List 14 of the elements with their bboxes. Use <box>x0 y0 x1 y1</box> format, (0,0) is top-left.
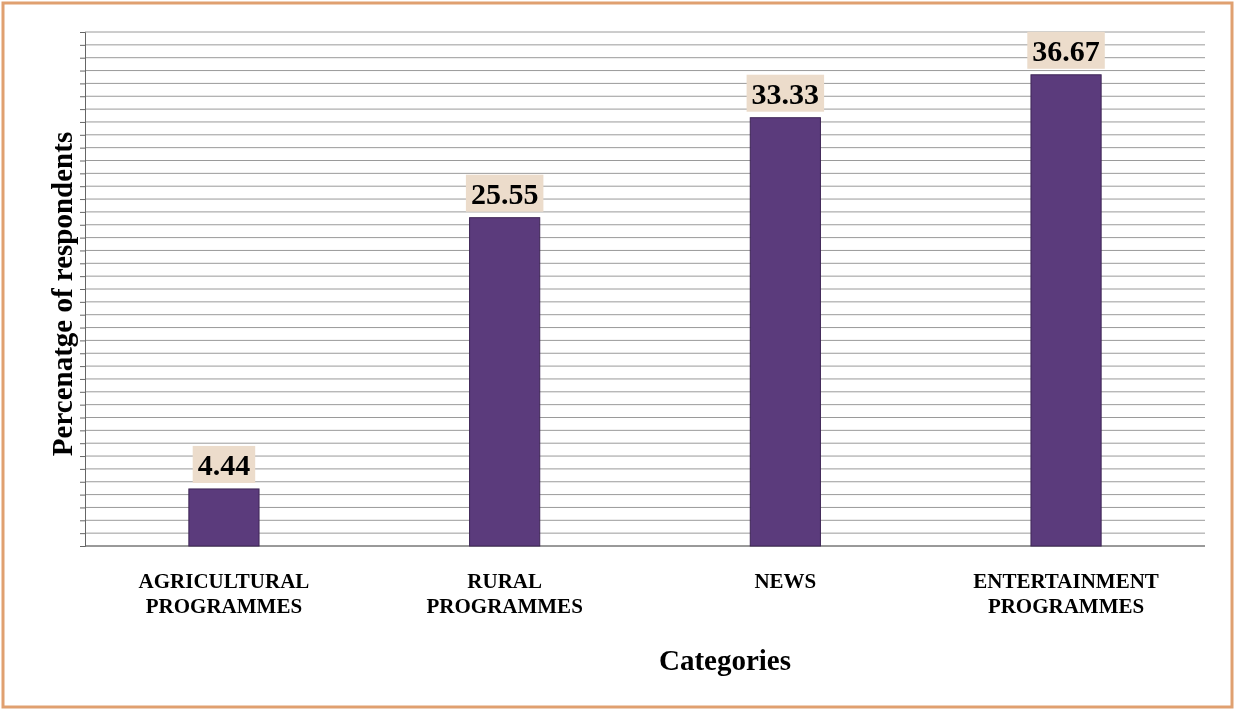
x-tick-label: AGRICULTURAL PROGRAMMES <box>138 569 310 619</box>
data-label: 25.55 <box>470 176 539 210</box>
x-tick-label: RURAL PROGRAMMES <box>426 569 583 619</box>
x-tick-label: NEWS <box>754 569 817 593</box>
bar <box>1030 74 1102 547</box>
bar <box>469 217 541 547</box>
bar <box>188 488 260 547</box>
y-axis-title: Percenatge of respondents <box>46 131 78 457</box>
bar <box>749 117 821 547</box>
data-label: 36.67 <box>1032 33 1100 67</box>
data-label: 33.33 <box>751 76 820 110</box>
x-axis-title: Categories <box>658 644 792 676</box>
x-tick-label: ENTERTAINMENT PROGRAMMES <box>973 569 1159 619</box>
data-label: 4.44 <box>197 447 251 481</box>
